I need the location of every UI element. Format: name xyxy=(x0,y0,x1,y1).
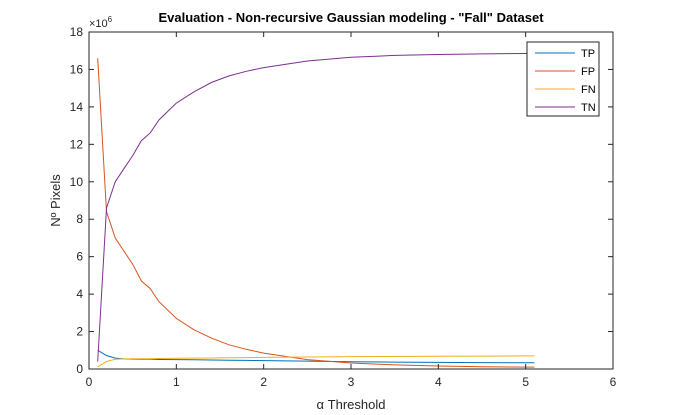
series-line-tn xyxy=(97,52,535,362)
y-exponent-label: ×106 xyxy=(89,15,113,30)
x-tick-label: 2 xyxy=(260,375,267,389)
plot-area xyxy=(89,32,613,369)
y-tick-label: 14 xyxy=(70,100,84,114)
x-tick-label: 3 xyxy=(348,375,355,389)
legend-label-tp: TP xyxy=(581,48,595,60)
x-axis-label: α Threshold xyxy=(317,397,386,412)
legend-items: TP FP FN TN xyxy=(535,48,596,114)
y-tick-label: 16 xyxy=(70,62,84,76)
legend-box xyxy=(526,41,600,117)
y-tick-label: 4 xyxy=(76,287,83,301)
x-tick-label: 4 xyxy=(435,375,442,389)
series-line-fp xyxy=(97,58,535,368)
x-tick-label: 0 xyxy=(86,375,93,389)
legend-label-tn: TN xyxy=(581,102,596,114)
series-line-fn xyxy=(97,355,535,368)
y-tick-label: 0 xyxy=(76,362,83,376)
y-tick-label: 6 xyxy=(76,250,83,264)
y-tick-label: 18 xyxy=(70,25,84,39)
y-tick-label: 12 xyxy=(70,137,84,151)
legend: TP FP FN TN xyxy=(526,41,600,117)
y-tick-label: 8 xyxy=(76,212,83,226)
chart-title: Evaluation - Non-recursive Gaussian mode… xyxy=(158,10,544,25)
x-tick-label: 5 xyxy=(522,375,529,389)
series-lines xyxy=(97,52,535,368)
y-tick-label: 10 xyxy=(70,175,84,189)
x-tick-label: 1 xyxy=(173,375,180,389)
x-tick-label: 6 xyxy=(610,375,617,389)
y-tick-label: 2 xyxy=(76,325,83,339)
legend-label-fn: FN xyxy=(581,84,596,96)
legend-label-fp: FP xyxy=(581,66,595,78)
y-axis-label: Nº Pixels xyxy=(48,174,63,227)
